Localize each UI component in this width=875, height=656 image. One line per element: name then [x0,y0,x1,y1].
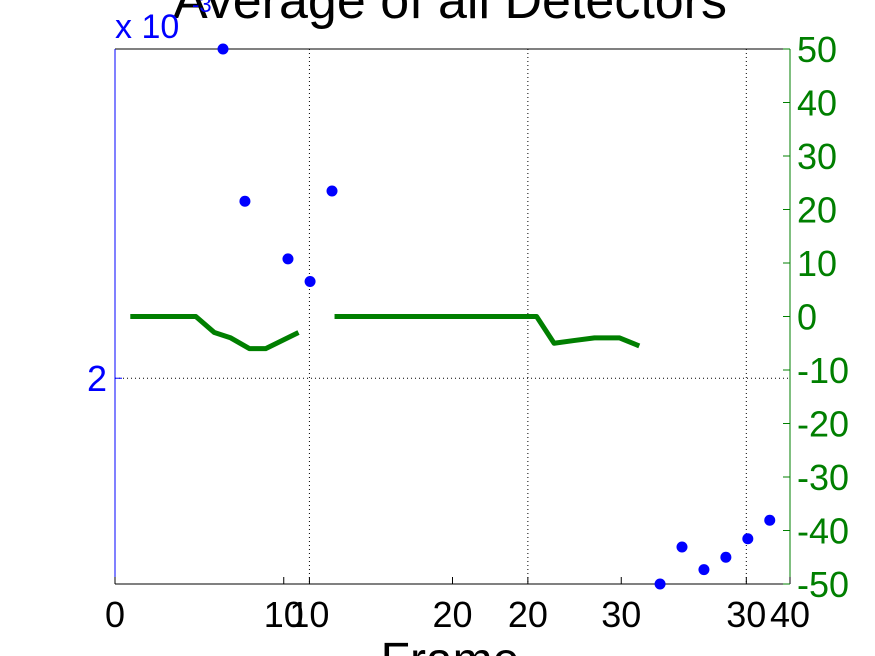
scatter-point [239,195,251,207]
scatter-point [654,578,666,590]
scatter-point [698,564,710,576]
scatter-point [720,551,732,563]
y2-tick-label: 50 [797,29,837,70]
scatter-point [282,253,294,265]
x-tick-label: 10 [289,594,329,635]
x-tick-label: 30 [726,594,766,635]
y-tick-label: 2 [87,358,107,399]
line-series [130,314,641,352]
scatter-point [304,276,316,288]
y2-tick-label: -50 [797,564,849,605]
chart-title: Average of all Detectors [173,0,727,30]
x-tick-label: 20 [432,594,472,635]
y2-tick-label: 10 [797,243,837,284]
y2-tick-label: -10 [797,350,849,391]
y2-tick-label: 20 [797,190,837,231]
x-tick-label: 30 [601,594,641,635]
scatter-point [217,43,229,55]
axis-multiplier: x 10 [115,8,179,46]
y2-tick-label: 0 [797,297,817,338]
y2-tick-label: 30 [797,136,837,177]
scatter-point [326,185,338,197]
y2-tick-label: -30 [797,457,849,498]
y2-tick-label: 40 [797,83,837,124]
scatter-point [742,533,754,545]
x-tick-label: 10 [264,594,304,635]
x-tick-label: 40 [770,594,810,635]
scatter-point [764,514,776,526]
axis-multiplier-exponent: -3 [192,0,212,17]
scatter-point [676,541,688,553]
x-axis-label: Frame [381,634,520,656]
y2-tick-label: -40 [797,511,849,552]
x-tick-label: 20 [508,594,548,635]
y2-tick-label: -20 [797,404,849,445]
x-tick-label: 0 [105,594,125,635]
